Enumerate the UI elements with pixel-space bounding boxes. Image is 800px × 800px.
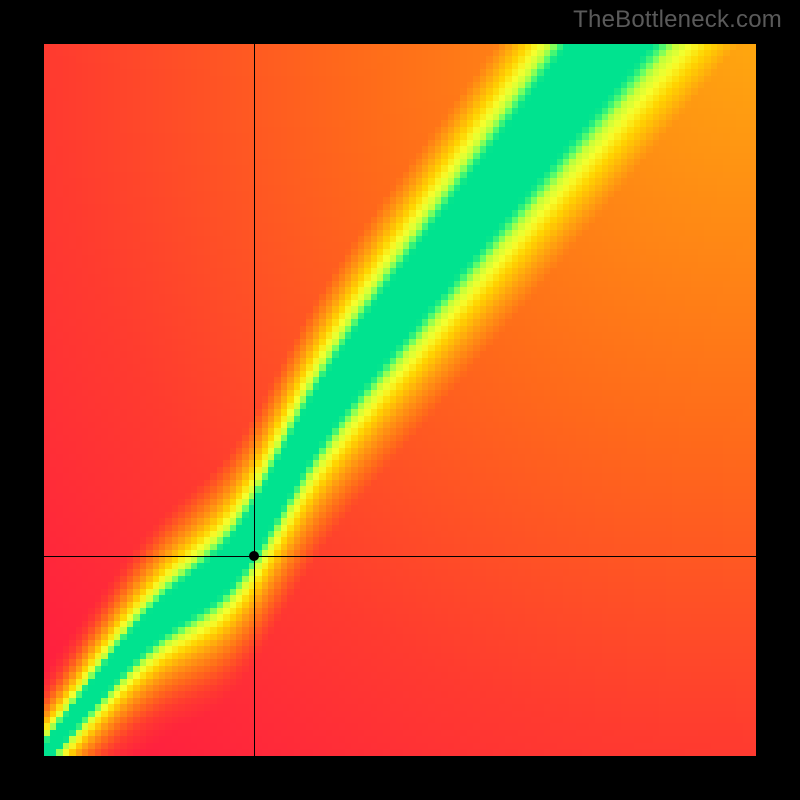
watermark-text: TheBottleneck.com [573, 6, 782, 34]
crosshair-dot [249, 551, 259, 561]
chart-container: { "watermark": { "text": "TheBottleneck.… [0, 0, 800, 800]
bottleneck-heatmap [44, 44, 756, 756]
crosshair-horizontal [44, 556, 756, 557]
crosshair-vertical [254, 44, 255, 756]
plot-area [44, 44, 756, 756]
